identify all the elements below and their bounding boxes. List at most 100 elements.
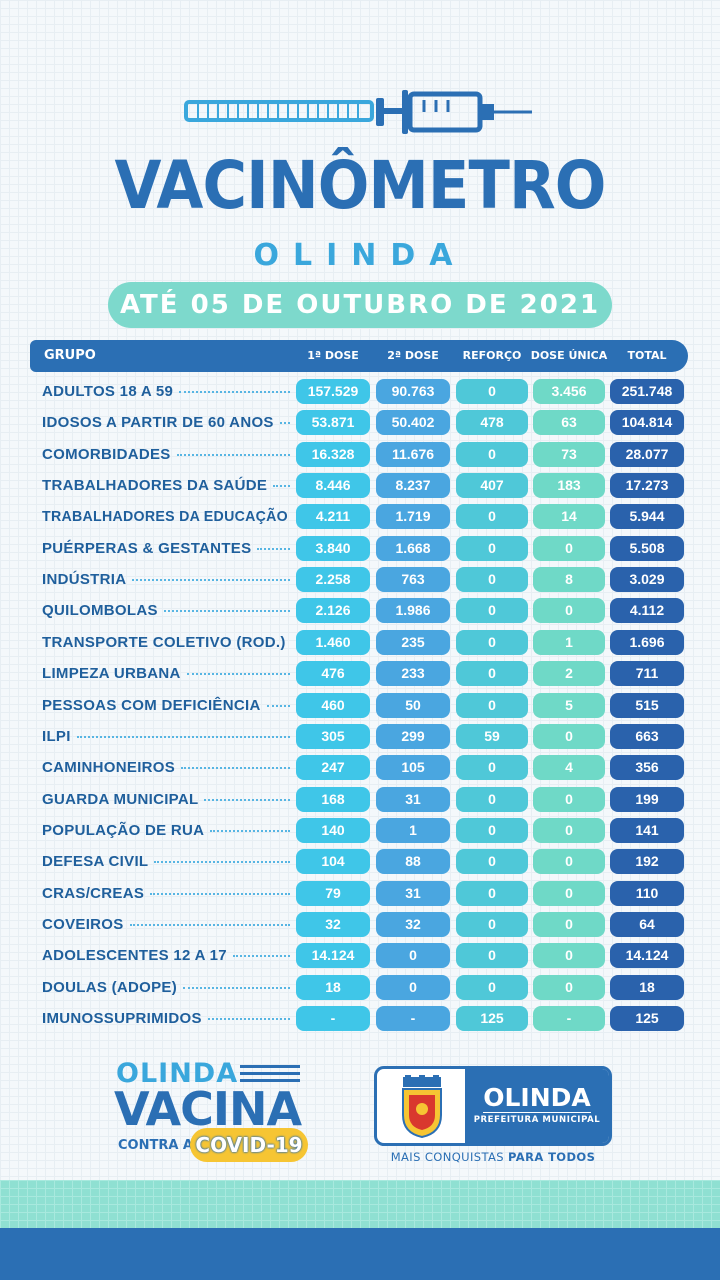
cell-dose2: 11.676 xyxy=(376,441,450,467)
cell-dose-unica: 0 xyxy=(533,911,605,937)
leader-dots xyxy=(163,610,290,613)
cell-dose1: 247 xyxy=(296,755,370,781)
cell-total: 3.029 xyxy=(610,567,684,593)
cell-dose2: 0 xyxy=(376,974,450,1000)
leader-dots xyxy=(279,422,290,425)
cell-total: 4.112 xyxy=(610,598,684,624)
cell-dose-unica: 0 xyxy=(533,535,605,561)
cell-total: 64 xyxy=(610,911,684,937)
row-group-label: DEFESA CIVIL xyxy=(42,853,149,871)
tagline-part-a: MAIS CONQUISTAS xyxy=(390,1150,504,1164)
cell-dose1: 104 xyxy=(296,849,370,875)
cell-dose-unica: 3.456 xyxy=(533,379,605,404)
cell-total: 515 xyxy=(610,692,684,718)
cell-dose-unica: 4 xyxy=(533,755,605,781)
cell-reforco: 0 xyxy=(456,880,528,906)
leader-dots xyxy=(179,391,290,393)
cell-dose1: 18 xyxy=(296,974,370,1000)
cell-total: 110 xyxy=(610,880,684,906)
table-row: IMUNOSSUPRIMIDOS - -125-125 xyxy=(0,1005,720,1032)
cell-dose2: 32 xyxy=(376,911,450,937)
campaign-covid-badge: COVID-19 xyxy=(190,1128,308,1162)
cell-total: 28.077 xyxy=(610,441,684,467)
cell-reforco: 0 xyxy=(456,692,528,718)
cell-dose2: 233 xyxy=(376,661,450,687)
row-group-label: ADULTOS 18 A 59 xyxy=(42,383,174,400)
cell-reforco: 0 xyxy=(456,441,528,467)
cell-dose2: - xyxy=(376,1006,450,1031)
logo-subtitle: PREFEITURA MUNICIPAL xyxy=(473,1115,601,1125)
table-row: CAMINHONEIROS 247 105 0 4 356 xyxy=(0,754,720,781)
cell-dose-unica: 0 xyxy=(533,943,605,969)
cell-total: 104.814 xyxy=(610,410,684,436)
column-header-dose-unica: DOSE ÚNICA xyxy=(530,349,608,362)
tagline: MAIS CONQUISTAS PARA TODOS xyxy=(374,1150,612,1164)
cell-dose-unica: 1 xyxy=(533,629,605,655)
tagline-part-b: PARA TODOS xyxy=(508,1150,596,1164)
cell-reforco: 407 xyxy=(456,473,528,499)
cell-dose2: 763 xyxy=(376,567,450,593)
page-subtitle: OLINDA xyxy=(253,238,467,273)
row-group-label: IDOSOS A PARTIR DE 60 ANOS xyxy=(42,414,274,432)
decorative-lines-icon xyxy=(240,1065,300,1082)
row-group-label: COMORBIDADES xyxy=(42,445,171,463)
row-group-label: GUARDA MUNICIPAL xyxy=(42,790,199,808)
cell-dose-unica: 0 xyxy=(533,974,605,1000)
footer-bar xyxy=(0,1228,720,1280)
table-row: PUÉRPERAS & GESTANTES 3.840 1.668 0 0 5.508 xyxy=(0,535,720,562)
leader-dots xyxy=(232,955,290,958)
cell-dose2: 235 xyxy=(376,629,450,655)
cell-reforco: 0 xyxy=(456,535,528,561)
cell-reforco: 0 xyxy=(456,755,528,781)
cell-dose-unica: - xyxy=(533,1006,605,1031)
cell-total: 711 xyxy=(610,661,684,687)
leader-dots xyxy=(176,453,290,456)
column-header-group: GRUPO xyxy=(44,348,96,363)
cell-dose2: 8.237 xyxy=(376,473,450,499)
footer-band xyxy=(0,1180,720,1228)
cell-dose1: 79 xyxy=(296,880,370,906)
column-header-total: TOTAL xyxy=(627,349,667,362)
syringe-icon xyxy=(184,90,532,134)
cell-dose1: 140 xyxy=(296,817,370,843)
cell-reforco: 0 xyxy=(456,629,528,655)
leader-dots xyxy=(257,547,290,550)
row-group-label: TRANSPORTE COLETIVO (ROD.) xyxy=(42,633,286,651)
cell-reforco: 0 xyxy=(456,786,528,812)
cell-dose2: 299 xyxy=(376,723,450,749)
leader-dots xyxy=(76,735,290,738)
cell-dose1: 460 xyxy=(296,692,370,718)
cell-reforco: 0 xyxy=(456,567,528,593)
cell-dose-unica: 0 xyxy=(533,598,605,624)
column-header-reforco: REFORÇO xyxy=(462,349,522,362)
campaign-word: VACINA xyxy=(114,1082,302,1136)
row-group-label: COVEIROS xyxy=(42,915,124,933)
row-group-label: CRAS/CREAS xyxy=(42,884,145,902)
leader-dots xyxy=(204,798,290,801)
cell-total: 17.273 xyxy=(610,473,684,499)
cell-reforco: 0 xyxy=(456,849,528,875)
cell-total: 5.944 xyxy=(610,504,684,530)
column-header-dose2: 2ª DOSE xyxy=(387,349,439,362)
cell-dose1: 2.258 xyxy=(296,567,370,593)
row-group-label: ADOLESCENTES 12 A 17 xyxy=(42,947,227,965)
leader-dots xyxy=(183,986,290,989)
prefeitura-logo: OLINDA PREFEITURA MUNICIPAL xyxy=(374,1066,612,1146)
cell-dose-unica: 8 xyxy=(533,567,605,593)
cell-total: 663 xyxy=(610,723,684,749)
row-group-label: LIMPEZA URBANA xyxy=(42,665,181,683)
campaign-city: OLINDA xyxy=(116,1058,239,1089)
city-crest-icon xyxy=(402,1075,442,1139)
cell-total: 199 xyxy=(610,786,684,812)
leader-dots xyxy=(132,579,290,582)
column-header-dose1: 1ª DOSE xyxy=(307,349,359,362)
cell-dose1: - xyxy=(296,1006,370,1031)
cell-dose2: 0 xyxy=(376,943,450,969)
cell-total: 251.748 xyxy=(610,379,684,404)
row-group-label: DOULAS (ADOPE) xyxy=(42,978,178,996)
cell-dose-unica: 183 xyxy=(533,473,605,499)
cell-dose2: 88 xyxy=(376,849,450,875)
cell-dose-unica: 63 xyxy=(533,410,605,436)
cell-dose2: 50 xyxy=(376,692,450,718)
cell-total: 356 xyxy=(610,755,684,781)
